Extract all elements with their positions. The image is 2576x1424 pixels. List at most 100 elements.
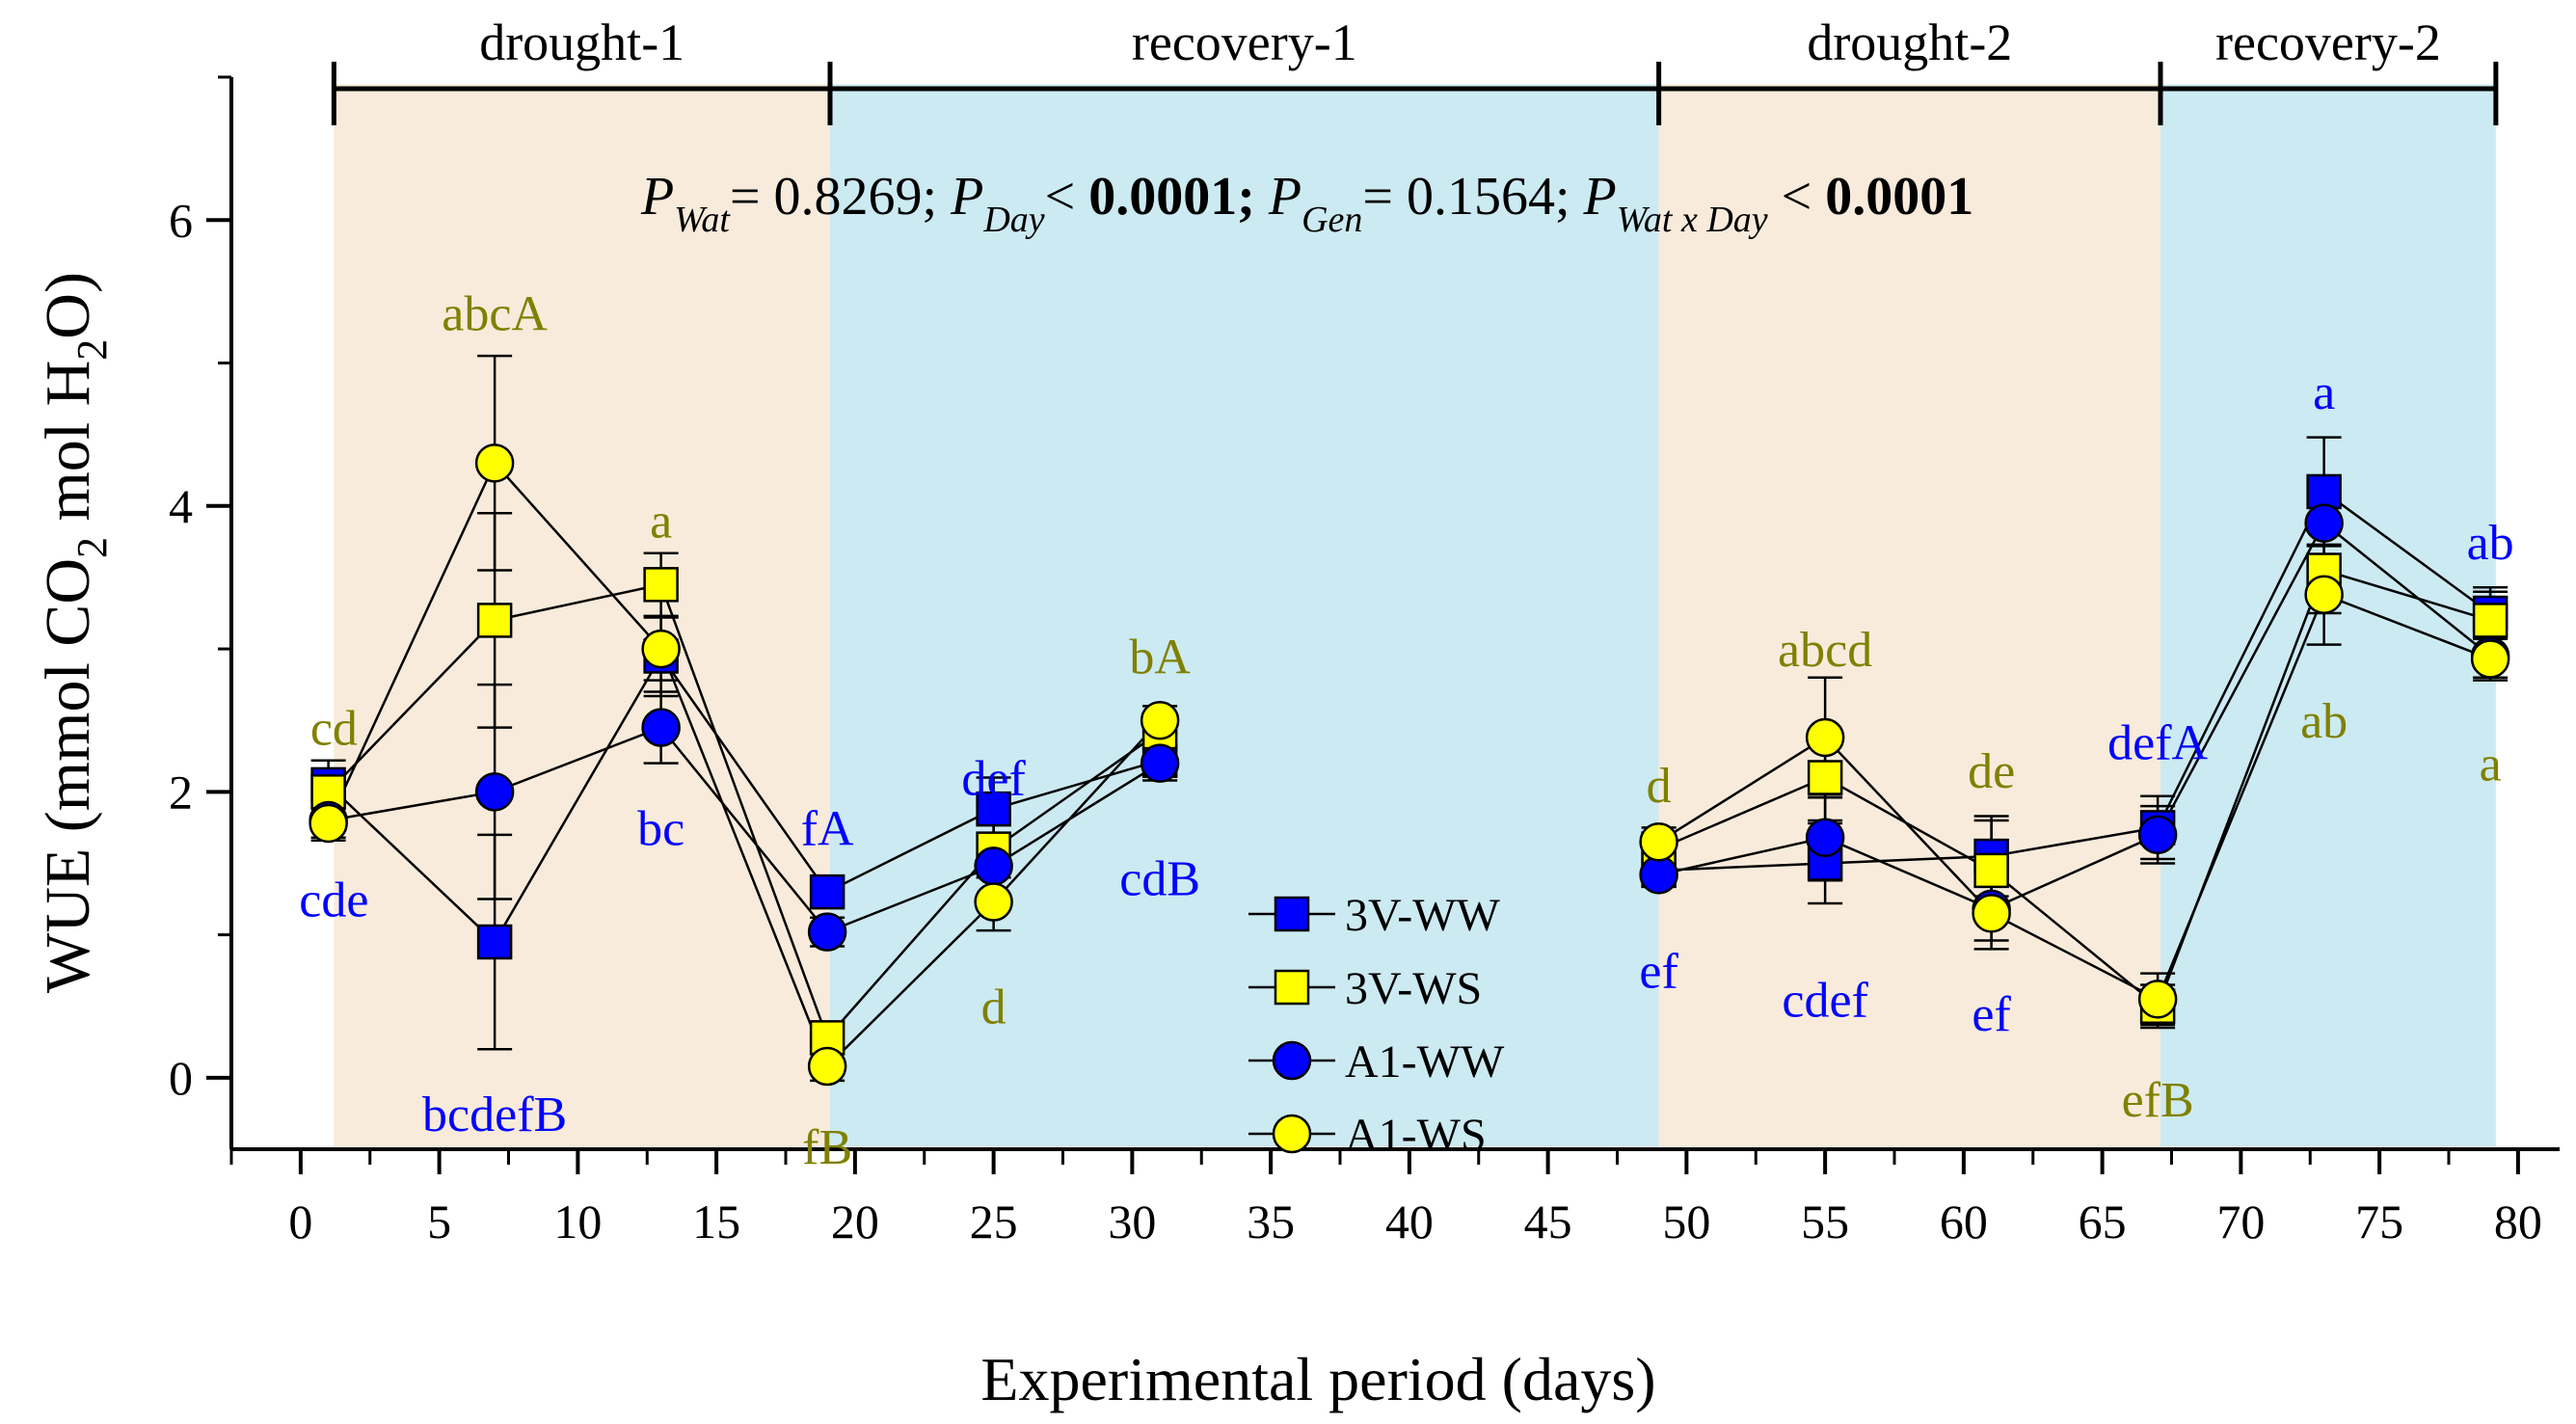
stats-segment: P [1268, 167, 1301, 227]
period-band-recovery-2 [2160, 84, 2496, 1147]
stats-segment: < [1045, 167, 1089, 227]
axis-titles: Experimental period (days) WUE (mmol CO2 … [33, 272, 1656, 1413]
legend-marker-3V-WW [1274, 896, 1310, 932]
legend-label: A1-WW [1345, 1036, 1505, 1088]
marker-3V-WS [1973, 852, 2009, 889]
series-line-A1-WS [327, 461, 1162, 1069]
period-label-recovery-1: recovery-1 [1132, 13, 1357, 71]
y-axis-title-part: mol H [33, 361, 103, 537]
marker-A1-WS [2137, 980, 2178, 1019]
statistics-annotation: PWat= 0.8269; PDay< 0.0001; PGen= 0.1564… [640, 167, 1973, 240]
legend: 3V-WW 3V-WS A1-WW A1-WS [1248, 890, 1505, 1161]
stats-segment: 0.0001 [1825, 167, 1973, 227]
x-tick-label: 45 [1524, 1195, 1572, 1249]
marker-A1-WS [1972, 894, 2011, 933]
stats-segment: = 0.8269; [730, 167, 951, 227]
stats-segment: Wat x Day [1617, 200, 1768, 240]
significance-label: d [1647, 759, 1672, 814]
legend-label: 3V-WS [1345, 963, 1482, 1014]
y-axis-title-part: WUE (mmol CO [33, 558, 103, 993]
period-band-recovery-1 [830, 84, 1659, 1147]
y-tick-label: 0 [169, 1051, 193, 1105]
series-line-3V-WW [327, 654, 1161, 945]
y-tick-label: 2 [169, 765, 193, 819]
marker-A1-WW [974, 846, 1013, 886]
significance-label: abcd [1778, 623, 1872, 678]
stats-segment: P [1583, 167, 1617, 227]
stats-segment: Wat [674, 200, 731, 240]
significance-label: bcdefB [422, 1088, 567, 1142]
significance-label: cd [310, 702, 358, 757]
period-band-drought-2 [1658, 84, 2160, 1147]
marker-3V-WW [976, 791, 1011, 827]
series-line-3V-WS [327, 582, 1161, 1040]
significance-label: def [961, 752, 1026, 807]
x-tick-label: 40 [1385, 1195, 1434, 1249]
y-axis-title-part: 2 [68, 339, 116, 361]
marker-A1-WS [807, 1046, 847, 1087]
x-axis-title: Experimental period (days) [980, 1345, 1655, 1413]
marker-3V-WS [643, 567, 679, 603]
x-tick-label: 20 [831, 1195, 879, 1249]
x-tick-label: 15 [692, 1195, 740, 1249]
significance-label: a [650, 495, 672, 550]
series-line-A1-WS [1657, 593, 2491, 1002]
stats-text: PWat= 0.8269; PDay< 0.0001; PGen= 0.1564… [640, 167, 1973, 240]
series-line-A1-WW [1658, 521, 2491, 911]
significance-label: a [2480, 738, 2502, 793]
significance-label: efB [2122, 1073, 2194, 1128]
x-tick-label: 70 [2216, 1195, 2265, 1249]
marker-3V-WW [2306, 473, 2342, 510]
period-label-drought-2: drought-2 [1807, 13, 2012, 71]
marker-3V-WW [809, 873, 845, 910]
x-tick-label: 60 [1940, 1195, 1988, 1249]
y-tick-label: 6 [169, 193, 193, 247]
significance-label: a [2313, 365, 2335, 420]
x-tick-label: 35 [1247, 1195, 1295, 1249]
x-tick-label: 65 [2079, 1195, 2127, 1249]
significance-label: ef [1639, 945, 1678, 1000]
significance-label: de [1968, 744, 2015, 799]
marker-3V-WW [476, 924, 513, 960]
y-tick-label: 4 [169, 479, 193, 533]
legend-marker-3V-WS [1274, 969, 1310, 1006]
significance-label: bc [637, 801, 684, 856]
significance-label: fA [801, 801, 854, 856]
period-band-drought-1 [334, 84, 830, 1147]
y-axis-title: WUE (mmol CO2 mol H2O) [33, 272, 116, 993]
period-label-recovery-2: recovery-2 [2215, 13, 2441, 71]
series-line-3V-WW [1658, 490, 2491, 873]
y-axis-title-part: 2 [68, 537, 116, 558]
stats-segment: P [640, 167, 674, 227]
stats-segment: < [1768, 167, 1826, 227]
x-tick-label: 25 [970, 1195, 1018, 1249]
marker-A1-WW [807, 912, 847, 952]
series-lines [327, 461, 2491, 1069]
marker-A1-WS [641, 629, 681, 669]
x-tick-label: 80 [2494, 1195, 2542, 1249]
significance-label: abcA [442, 287, 548, 342]
significance-label: bA [1129, 630, 1191, 685]
stats-segment: 0.0001; [1088, 167, 1255, 227]
x-tick-label: 0 [288, 1195, 312, 1249]
significance-label: cdB [1119, 851, 1200, 906]
marker-3V-WS [2472, 603, 2509, 638]
significance-label: cdef [1782, 973, 1868, 1028]
period-label-drought-1: drought-1 [479, 13, 684, 71]
significance-label: cde [299, 873, 368, 928]
data-markers [309, 443, 2510, 1087]
x-tick-label: 10 [553, 1195, 602, 1249]
significance-label: ab [2467, 516, 2514, 571]
stats-segment: Day [982, 200, 1044, 240]
series-line-A1-WW [328, 726, 1161, 934]
significance-label: d [981, 981, 1006, 1035]
marker-A1-WS [309, 803, 348, 844]
legend-label: 3V-WW [1345, 890, 1501, 941]
marker-A1-WW [641, 708, 681, 747]
x-tick-label: 30 [1108, 1195, 1156, 1249]
marker-A1-WS [1140, 700, 1180, 740]
marker-A1-WS [2470, 639, 2510, 679]
marker-A1-WS [1639, 821, 1678, 862]
